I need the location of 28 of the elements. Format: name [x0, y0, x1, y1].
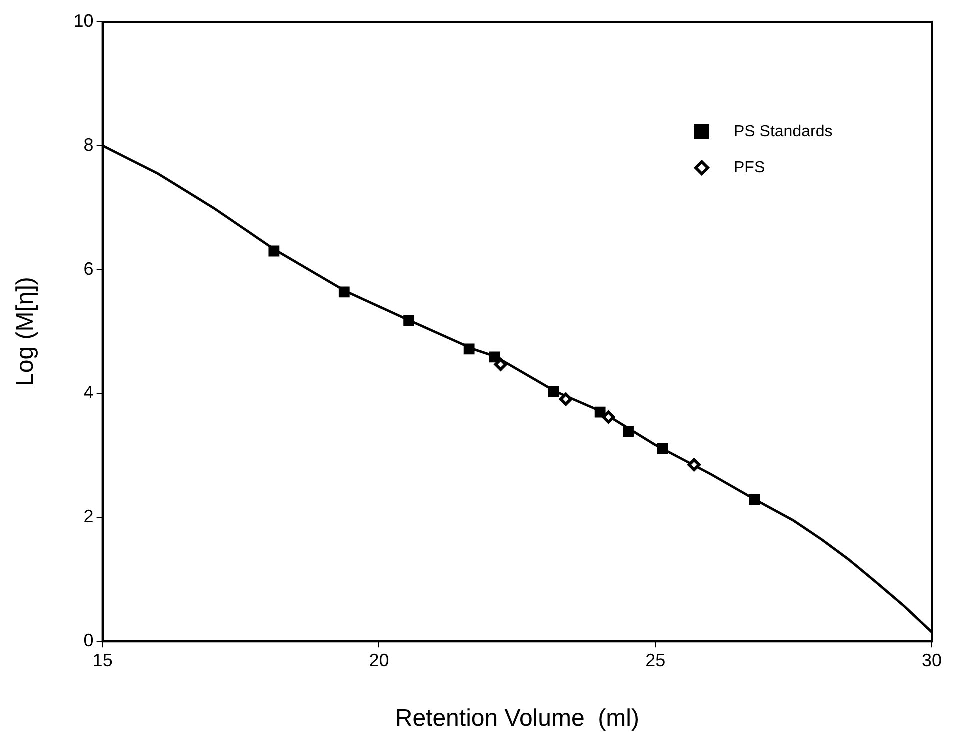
legend-label: PFS	[734, 159, 766, 176]
y-tick-label: 0	[84, 630, 94, 651]
point	[489, 352, 500, 363]
point	[464, 344, 475, 355]
point	[594, 406, 606, 418]
point	[548, 386, 560, 398]
legend-label: PS Standards	[734, 123, 833, 140]
point	[623, 426, 634, 438]
point	[268, 246, 280, 257]
point	[602, 410, 616, 424]
y-axis-title: Log (M[η])	[12, 277, 40, 386]
y-tick-label: 2	[84, 506, 94, 527]
x-tick-label: 15	[92, 650, 113, 670]
x-tick-label: 30	[922, 650, 942, 670]
point	[560, 392, 573, 406]
point	[404, 315, 415, 326]
y-tick-label: 6	[84, 258, 94, 279]
point	[338, 286, 350, 298]
point	[657, 443, 668, 454]
y-tick-label: 10	[74, 10, 94, 31]
x-axis-title: Retention Volume (ml)	[395, 705, 640, 732]
x-tick-label: 20	[369, 650, 390, 670]
y-tick-label: 8	[84, 134, 94, 155]
point	[688, 458, 701, 472]
point	[749, 494, 760, 506]
y-tick-label: 4	[84, 382, 94, 403]
point	[494, 358, 508, 372]
x-tick-label: 25	[646, 650, 666, 670]
